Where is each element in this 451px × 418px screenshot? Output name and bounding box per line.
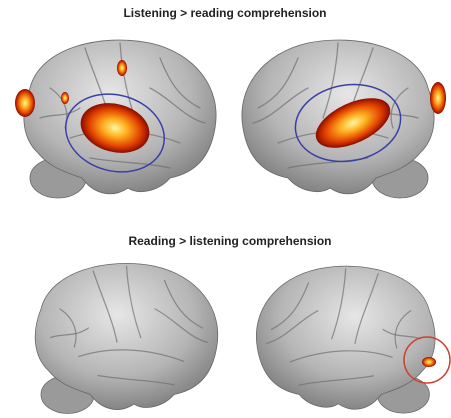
brain-render — [15, 40, 216, 198]
panel-title: Listening > reading comprehension — [123, 6, 326, 20]
page: {"panels": [{"title": "Listening > readi… — [0, 0, 451, 418]
brain-render — [256, 266, 435, 413]
panel-title: Reading > listening comprehension — [128, 234, 331, 248]
figure: Listening > reading comprehension Readin… — [0, 0, 451, 418]
brain-render — [35, 263, 218, 413]
activation — [422, 357, 436, 367]
brain-render — [242, 40, 446, 198]
